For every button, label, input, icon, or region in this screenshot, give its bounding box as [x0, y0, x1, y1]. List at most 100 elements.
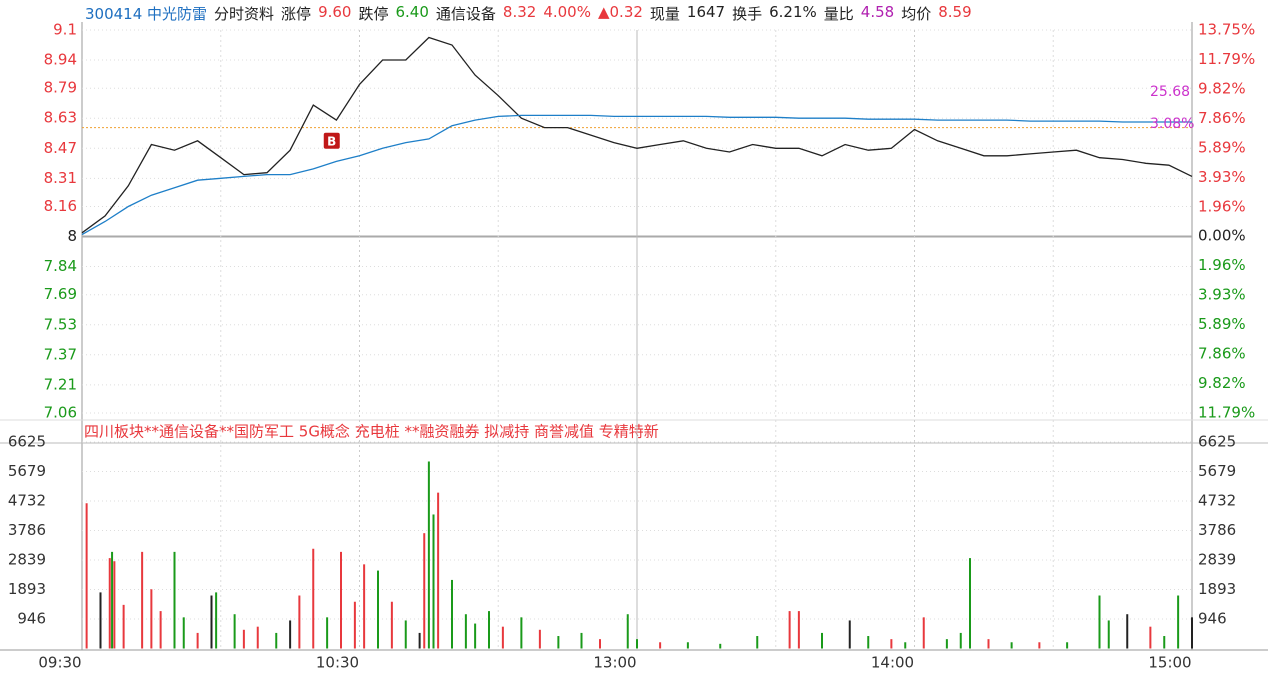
volume-bar	[275, 632, 278, 649]
volume-bar	[326, 617, 329, 649]
header-item: 8.59	[938, 3, 972, 21]
y-tick-label: 6625	[8, 433, 46, 451]
y2-tick-label: 2839	[1198, 551, 1236, 569]
volume-bar	[945, 639, 948, 649]
volume-bar	[1191, 617, 1193, 649]
y-tick-label: 7.84	[44, 257, 77, 275]
y2-tick-label: 5.89%	[1198, 138, 1246, 156]
volume-bar	[215, 592, 218, 649]
header-item: 分时资料	[214, 5, 275, 23]
volume-bar	[363, 564, 366, 649]
volume-bar	[111, 551, 114, 649]
header-item: 量比	[823, 5, 854, 23]
y2-tick-label: 11.79%	[1198, 50, 1255, 68]
volume-bar	[150, 589, 153, 649]
header-item: 涨停	[281, 5, 312, 23]
volume-bar	[959, 632, 962, 649]
volume-bar	[289, 620, 292, 649]
volume-bar	[1126, 614, 1129, 649]
header-item: 300414 中光防雷	[85, 5, 208, 23]
volume-bar	[1066, 642, 1069, 649]
annotation-badge	[323, 132, 340, 149]
y2-tick-label: 13.75%	[1198, 21, 1255, 39]
header-item: ▲0.32	[597, 3, 643, 21]
volume-bar	[377, 570, 379, 649]
y2-tick-label: 0.00%	[1198, 227, 1246, 245]
price-line	[81, 36, 1193, 234]
y-tick-label: 8.79	[44, 79, 77, 97]
y-tick-label: 8.63	[44, 109, 77, 127]
volume-bar	[242, 629, 245, 649]
volume-bar	[1107, 620, 1110, 649]
y-tick-label: 9.1	[53, 21, 77, 39]
volume-bar	[196, 632, 199, 649]
x-tick-label: 13:00	[593, 654, 636, 672]
volume-bar	[390, 601, 393, 649]
volume-bar	[312, 548, 315, 649]
volume-bar	[451, 579, 453, 649]
volume-bar	[464, 614, 467, 649]
volume-bar	[437, 492, 440, 649]
volume-bar	[520, 617, 523, 649]
y2-tick-label: 11.79%	[1198, 404, 1255, 422]
volume-bar	[636, 639, 638, 649]
volume-bar	[298, 595, 301, 649]
volume-bar	[821, 632, 823, 649]
y-tick-label: 5679	[8, 462, 46, 480]
header-item: 均价	[901, 5, 932, 23]
header-item: 通信设备	[435, 5, 496, 23]
header-item: 换手	[732, 5, 763, 23]
y2-tick-label: 3786	[1198, 521, 1236, 539]
annotation: B	[327, 134, 336, 148]
y2-tick-label: 946	[1198, 610, 1227, 628]
y-tick-label: 946	[17, 610, 46, 628]
x-tick-label: 15:00	[1148, 654, 1191, 672]
volume-bar	[141, 551, 144, 649]
volume-bar	[626, 614, 629, 649]
volume-bar	[182, 617, 185, 649]
volume-bar	[788, 611, 791, 649]
volume-bar	[353, 601, 356, 649]
header: 300414 中光防雷 分时资料 涨停 9.60 跌停 6.40 通信设备 8.32 4.00%…	[85, 3, 972, 24]
y-tick-label: 8.31	[44, 169, 77, 187]
y-tick-label: 8	[67, 227, 77, 245]
volume-bar	[1098, 595, 1101, 649]
y2-tick-label: 7.86%	[1198, 109, 1246, 127]
header-item: 6.40	[395, 3, 429, 21]
header-item: 4.58	[860, 3, 895, 21]
header-item: 8.32	[502, 3, 537, 21]
y-tick-label: 2839	[8, 551, 46, 569]
y-tick-label: 1893	[8, 580, 46, 598]
x-tick-label: 09:30	[38, 654, 81, 672]
volume-bar	[867, 636, 870, 649]
volume-bar	[423, 533, 426, 649]
volume-bar	[969, 558, 971, 649]
volume-bar	[85, 503, 88, 649]
y-tick-label: 3786	[8, 521, 46, 539]
y-tick-label: 4732	[8, 492, 46, 510]
volume-bar	[1163, 636, 1166, 649]
volume-bar	[580, 632, 583, 649]
volume-bar	[159, 611, 162, 649]
y-tick-label: 7.21	[44, 375, 77, 393]
volume-bar	[256, 626, 259, 649]
volume-bar	[538, 629, 541, 649]
y-tick-label: 8.94	[44, 51, 77, 69]
y2-tick-label: 1.96%	[1198, 197, 1246, 215]
volume-bar	[1010, 642, 1013, 649]
volume-bar	[474, 623, 477, 649]
price-line	[81, 114, 1192, 236]
y2-tick-label: 5.89%	[1198, 315, 1246, 333]
volume-bar	[432, 514, 435, 649]
volume-bar	[922, 617, 925, 649]
header-item: 4.00%	[543, 3, 591, 21]
volume-bar	[719, 643, 722, 649]
volume-bar	[599, 639, 601, 649]
volume-bar	[173, 551, 176, 649]
volume-bar	[1149, 626, 1152, 649]
header-item: 1647	[686, 3, 726, 21]
y2-tick-label: 9.82%	[1198, 79, 1246, 97]
volume-bar	[488, 611, 490, 649]
volume-bar	[122, 604, 125, 649]
